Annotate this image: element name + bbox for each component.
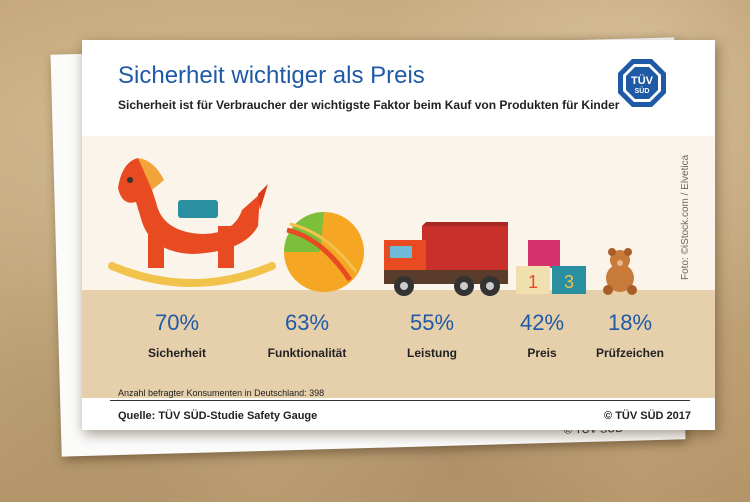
stat-column: 18% Prüfzeichen [570,310,690,360]
teddy-bear-icon [603,248,637,295]
blocks-icon: 1 3 [516,240,586,294]
chart-title: Sicherheit wichtiger als Preis [118,62,425,89]
stat-column: 42% Preis [482,310,602,360]
source-note: Quelle: TÜV SÜD-Studie Safety Gauge [118,410,318,422]
category-label: Preis [527,346,557,360]
infographic-card: Sicherheit wichtiger als Preis Sicherhei… [82,40,715,430]
block-number-3: 3 [564,272,574,292]
ball-icon [284,212,364,292]
category-label: Funktionalität [267,346,347,360]
logo-subtext: SÜD [635,86,650,95]
value-label: 18% [607,310,653,335]
value-label: 70% [154,310,200,335]
value-label: 42% [519,310,565,335]
tuv-sud-logo-icon: TÜV SÜD [618,59,666,107]
toy-illustrations: 1 3 [108,158,637,296]
category-label: Sicherheit [147,346,207,360]
category-label: Leistung [407,346,457,360]
stat-column: 63% Funktionalität [247,310,367,360]
chart-subtitle: Sicherheit ist für Verbraucher der wicht… [118,98,620,112]
footer-divider [110,400,690,401]
copyright-note: © TÜV SÜD 2017 [604,410,691,422]
truck-icon [384,222,508,296]
scene-table [82,290,715,398]
sample-note: Anzahl befragter Konsumenten in Deutschl… [118,388,325,398]
rocking-horse-icon [108,158,276,287]
value-label: 63% [284,310,330,335]
stat-column: 70% Sicherheit [117,310,237,360]
stat-column: 55% Leistung [372,310,492,360]
category-label: Prüfzeichen [595,346,664,360]
value-label: 55% [409,310,455,335]
block-number-1: 1 [528,272,538,292]
logo-text: TÜV [631,74,654,87]
